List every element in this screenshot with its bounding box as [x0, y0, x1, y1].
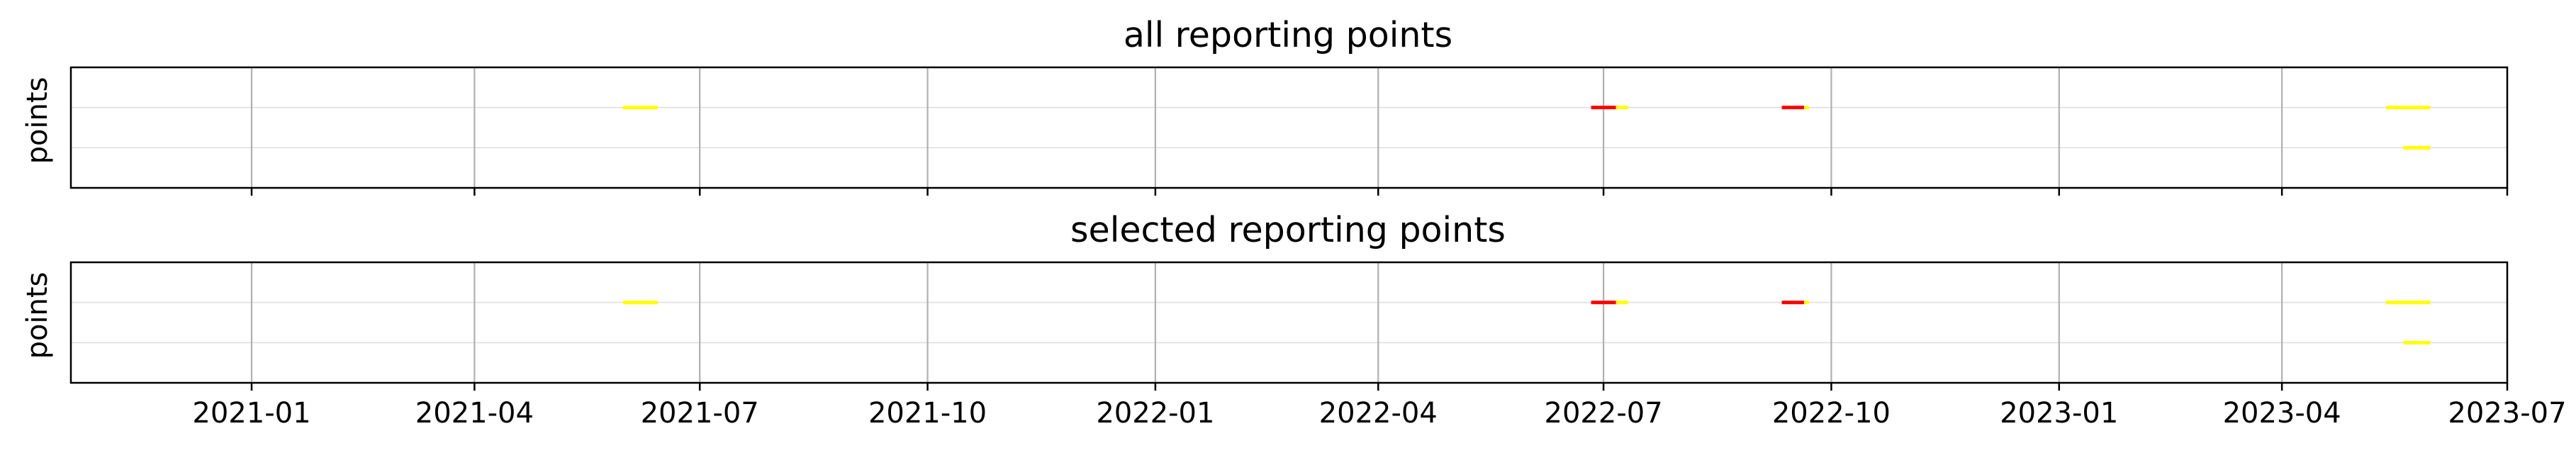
- x-tick-label: 2022-07: [1545, 397, 1663, 430]
- x-tick-label: 2022-01: [1096, 397, 1214, 430]
- x-tick-label: 2022-04: [1319, 397, 1438, 430]
- x-tick-label: 2021-07: [641, 397, 759, 430]
- x-tick-label: 2021-01: [192, 397, 310, 430]
- x-ticks: 2021-01 2021-04 2021-07 2021-10 2022-01 2022-…: [192, 383, 2567, 430]
- x-tick-label: 2023-04: [2223, 397, 2341, 430]
- panel-all-reporting-points: all reporting points points: [21, 15, 2509, 196]
- plot-frame: [69, 261, 2509, 384]
- plot-frame: [69, 66, 2509, 189]
- y-axis-label: points: [21, 272, 54, 359]
- x-tick-label: 2022-10: [1772, 397, 1891, 430]
- grid-lines: [71, 262, 2507, 383]
- x-tick-label: 2021-04: [415, 397, 534, 430]
- panel-selected-reporting-points: selected reporting points points 2021-01…: [21, 210, 2567, 430]
- bars: [622, 106, 2431, 150]
- bars: [622, 301, 2431, 345]
- x-tick-label: 2021-10: [868, 397, 987, 430]
- y-axis-label: points: [21, 77, 54, 164]
- x-tick-label: 2023-01: [2000, 397, 2118, 430]
- x-ticks: [250, 188, 2509, 196]
- x-tick-label: 2023-07: [2448, 397, 2566, 430]
- chart-title: all reporting points: [1124, 15, 1452, 55]
- grid-lines: [71, 67, 2507, 188]
- chart-title: selected reporting points: [1070, 210, 1506, 250]
